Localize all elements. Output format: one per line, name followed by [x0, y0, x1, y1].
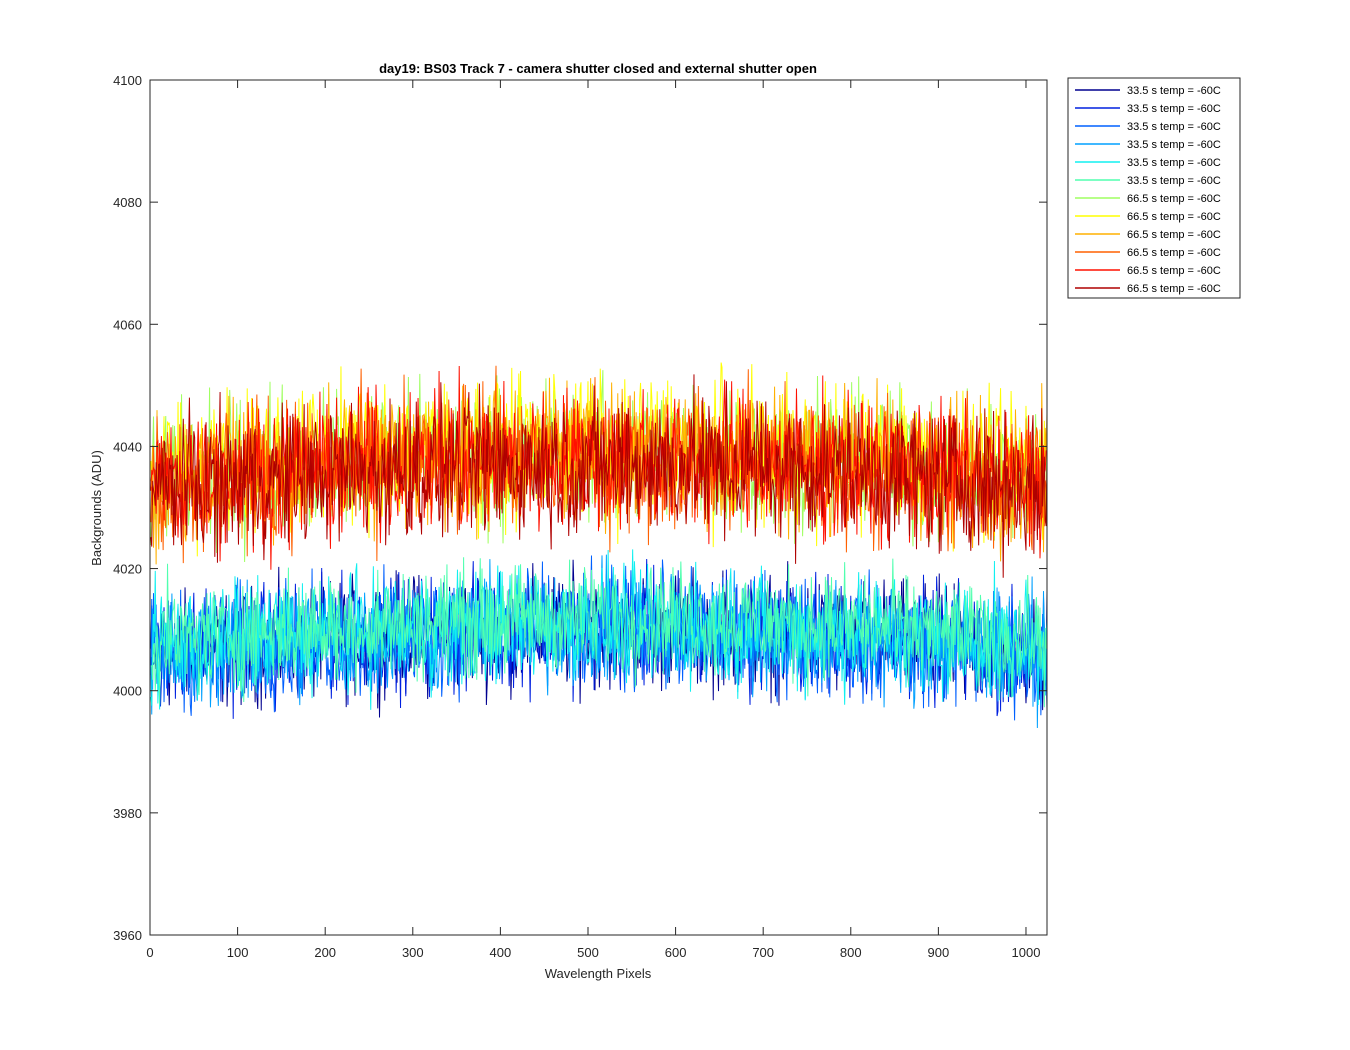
x-tick-label: 1000	[1012, 945, 1041, 960]
x-tick-label: 500	[577, 945, 599, 960]
y-tick-label: 4000	[113, 684, 142, 699]
legend-label: 66.5 s temp = -60C	[1127, 229, 1221, 241]
x-axis-label: Wavelength Pixels	[545, 966, 652, 981]
y-tick-label: 4060	[113, 317, 142, 332]
legend-label: 33.5 s temp = -60C	[1127, 103, 1221, 115]
legend-label: 66.5 s temp = -60C	[1127, 193, 1221, 205]
y-tick-label: 3960	[113, 928, 142, 943]
series-line-11	[150, 366, 1048, 570]
chart-title: day19: BS03 Track 7 - camera shutter clo…	[379, 61, 817, 76]
legend-label: 33.5 s temp = -60C	[1127, 139, 1221, 151]
x-tick-label: 100	[227, 945, 249, 960]
legend-label: 66.5 s temp = -60C	[1127, 247, 1221, 259]
y-tick-label: 4100	[113, 73, 142, 88]
y-axis-label: Backgrounds (ADU)	[89, 450, 104, 566]
legend-label: 33.5 s temp = -60C	[1127, 85, 1221, 97]
y-tick-label: 4040	[113, 439, 142, 454]
y-tick-label: 4080	[113, 195, 142, 210]
x-tick-label: 800	[840, 945, 862, 960]
x-tick-label: 0	[146, 945, 153, 960]
x-tick-label: 400	[490, 945, 512, 960]
legend-label: 33.5 s temp = -60C	[1127, 157, 1221, 169]
legend-label: 66.5 s temp = -60C	[1127, 283, 1221, 295]
legend: 33.5 s temp = -60C 33.5 s temp = -60C 33.5…	[1067, 77, 1241, 299]
series-line-12	[150, 374, 1048, 578]
x-tick-label: 200	[314, 945, 336, 960]
series-layer	[150, 362, 1048, 729]
y-tick-label: 3980	[113, 806, 142, 821]
legend-label: 66.5 s temp = -60C	[1127, 211, 1221, 223]
legend-label: 33.5 s temp = -60C	[1127, 121, 1221, 133]
y-tick-label: 4020	[113, 562, 142, 577]
axes-layer: 0 100 200 300 400 500 600 700 800 900 1000 3960 3980…	[113, 73, 1048, 960]
series-line-6	[150, 557, 1048, 708]
x-tick-label: 600	[665, 945, 687, 960]
legend-box	[1067, 77, 1241, 299]
x-tick-label: 700	[752, 945, 774, 960]
x-tick-label: 300	[402, 945, 424, 960]
legend-label: 66.5 s temp = -60C	[1127, 265, 1221, 277]
legend-label: 33.5 s temp = -60C	[1127, 175, 1221, 187]
axes-box	[149, 79, 1048, 936]
x-tick-label: 900	[928, 945, 950, 960]
